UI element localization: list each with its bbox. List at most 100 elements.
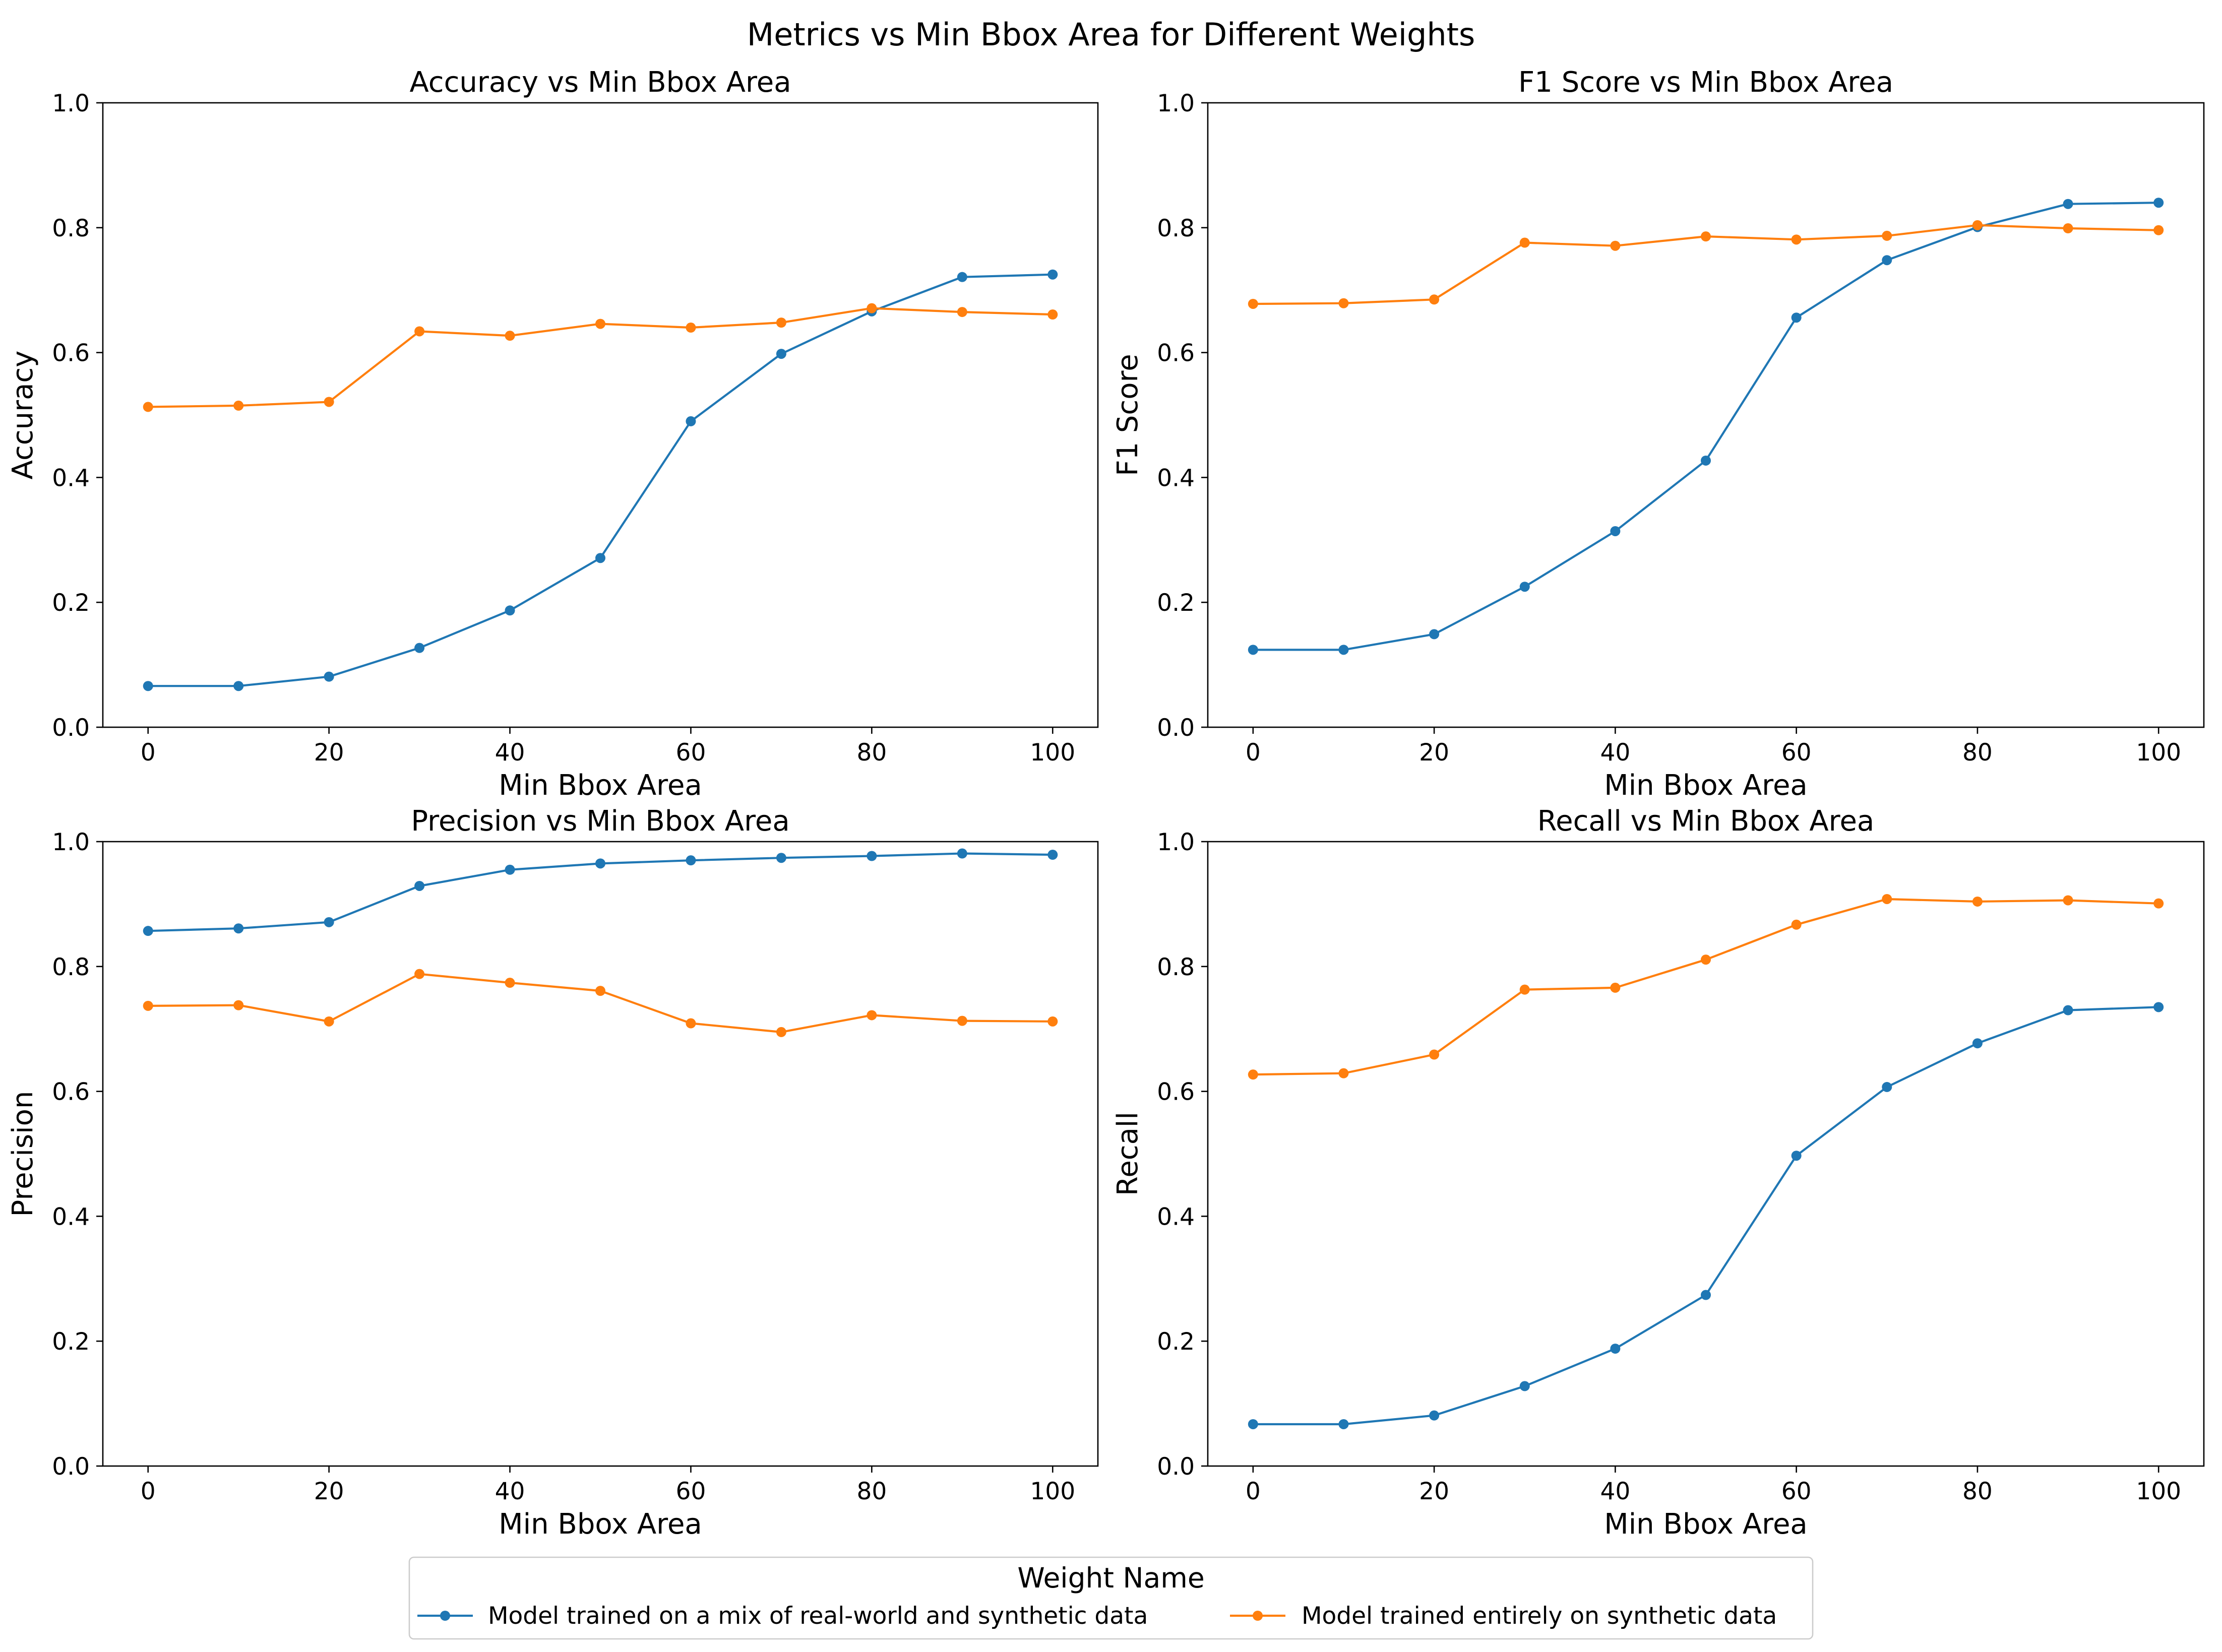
legend-label-synthetic: Model trained entirely on synthetic data <box>1302 1602 1777 1630</box>
x-tick-label: 80 <box>1962 739 1993 767</box>
series-synthetic-data <box>1248 220 2164 309</box>
data-point <box>1972 220 1983 230</box>
x-axis-label: Min Bbox Area <box>1604 1508 1807 1541</box>
y-axis-label: F1 Score <box>1112 354 1144 476</box>
data-point <box>324 1016 334 1027</box>
y-tick-label: 0.8 <box>52 954 90 981</box>
data-point <box>686 416 696 426</box>
data-point <box>1791 919 1802 930</box>
y-tick-label: 0.6 <box>1157 1078 1195 1106</box>
data-point <box>1610 982 1621 993</box>
y-tick-label: 1.0 <box>1157 90 1195 117</box>
data-point <box>957 272 967 282</box>
data-point <box>505 331 515 341</box>
x-axis-label: Min Bbox Area <box>499 1508 702 1541</box>
data-point <box>143 926 153 936</box>
subplot-recall: Recall vs Min Bbox Area 0.0 0.2 0.4 0.6 0.8 1.… <box>1112 805 2205 1541</box>
x-tick-label: 40 <box>1600 739 1630 767</box>
data-point <box>1882 230 1892 241</box>
legend: Weight Name Model trained on a mix of re… <box>408 1556 1814 1640</box>
y-axis-label: Accuracy <box>7 351 39 480</box>
x-tick-label: 0 <box>1246 739 1261 767</box>
data-point <box>1047 309 1058 320</box>
x-tick-label: 60 <box>676 1478 706 1505</box>
y-tick-label: 1.0 <box>52 90 90 117</box>
data-point <box>324 671 334 682</box>
x-tick-label: 40 <box>495 1478 525 1505</box>
data-point <box>1248 645 1258 655</box>
axes-frame <box>1207 102 2205 728</box>
y-tick-label: 0.8 <box>1157 215 1195 242</box>
data-point <box>595 553 605 563</box>
data-point <box>1519 984 1530 995</box>
data-point <box>414 643 425 653</box>
y-tick-label: 1.0 <box>1157 829 1195 856</box>
subplot-title: Recall vs Min Bbox Area <box>1537 805 1874 838</box>
data-point <box>2063 223 2073 234</box>
data-point <box>143 681 153 691</box>
y-tick-label: 1.0 <box>52 829 90 856</box>
y-tick-label: 0.4 <box>1157 464 1195 492</box>
x-axis-label: Min Bbox Area <box>1604 769 1807 802</box>
x-tick-label: 0 <box>141 739 156 767</box>
data-point <box>2153 225 2164 235</box>
data-point <box>2153 898 2164 909</box>
data-point <box>686 855 696 866</box>
axes-frame <box>102 102 1099 728</box>
data-point <box>233 681 244 691</box>
legend-swatch-marker <box>1253 1611 1263 1621</box>
legend-entry-mixed: Model trained on a mix of real-world and… <box>417 1602 1148 1630</box>
subplot-title: F1 Score vs Min Bbox Area <box>1518 66 1893 99</box>
y-tick-label: 0.2 <box>1157 1328 1195 1356</box>
x-tick-label: 20 <box>1419 739 1449 767</box>
x-tick-label: 100 <box>1030 739 1075 767</box>
subplot-f1-score: F1 Score vs Min Bbox Area 0.0 0.2 0.4 0.6 0.8… <box>1112 66 2205 802</box>
data-point <box>686 323 696 333</box>
subplot-title: Precision vs Min Bbox Area <box>411 805 789 838</box>
data-point <box>1519 237 1530 248</box>
data-point <box>776 853 786 863</box>
subplot-precision: Precision vs Min Bbox Area 0.0 0.2 0.4 0.6 0.… <box>7 805 1099 1541</box>
x-tick-label: 0 <box>141 1478 156 1505</box>
data-point <box>957 307 967 317</box>
x-tick-label: 0 <box>1246 1478 1261 1505</box>
data-point <box>1047 1016 1058 1027</box>
data-point <box>1882 1082 1892 1092</box>
x-tick-label: 80 <box>1962 1478 1993 1505</box>
data-point <box>1610 240 1621 251</box>
data-point <box>505 605 515 616</box>
y-tick-label: 0.0 <box>1157 1453 1195 1481</box>
data-point <box>776 317 786 328</box>
data-point <box>1047 269 1058 280</box>
data-point <box>1791 1151 1802 1161</box>
data-point <box>1248 1069 1258 1080</box>
data-point <box>867 1010 877 1021</box>
data-point <box>2153 1002 2164 1012</box>
x-tick-label: 60 <box>1781 739 1812 767</box>
data-point <box>1429 294 1440 305</box>
y-tick-label: 0.0 <box>1157 714 1195 742</box>
data-point <box>1248 1419 1258 1429</box>
y-tick-label: 0.8 <box>52 215 90 242</box>
data-point <box>2063 895 2073 906</box>
data-point <box>505 978 515 988</box>
data-point <box>2063 1005 2073 1015</box>
data-point <box>776 1027 786 1037</box>
series-mixed-data <box>1248 1002 2164 1429</box>
series-synthetic-data <box>1248 894 2164 1080</box>
series-synthetic-data <box>143 969 1058 1037</box>
y-tick-label: 0.2 <box>52 1328 90 1356</box>
data-point <box>143 402 153 412</box>
data-point <box>414 326 425 337</box>
data-point <box>1972 1038 1983 1049</box>
data-point <box>1519 1381 1530 1391</box>
legend-title: Weight Name <box>1017 1562 1204 1594</box>
data-point <box>1610 1344 1621 1354</box>
y-tick-label: 0.8 <box>1157 954 1195 981</box>
data-point <box>233 400 244 411</box>
x-tick-label: 20 <box>1419 1478 1449 1505</box>
data-point <box>505 864 515 875</box>
data-point <box>1701 455 1711 466</box>
x-tick-label: 40 <box>1600 1478 1630 1505</box>
